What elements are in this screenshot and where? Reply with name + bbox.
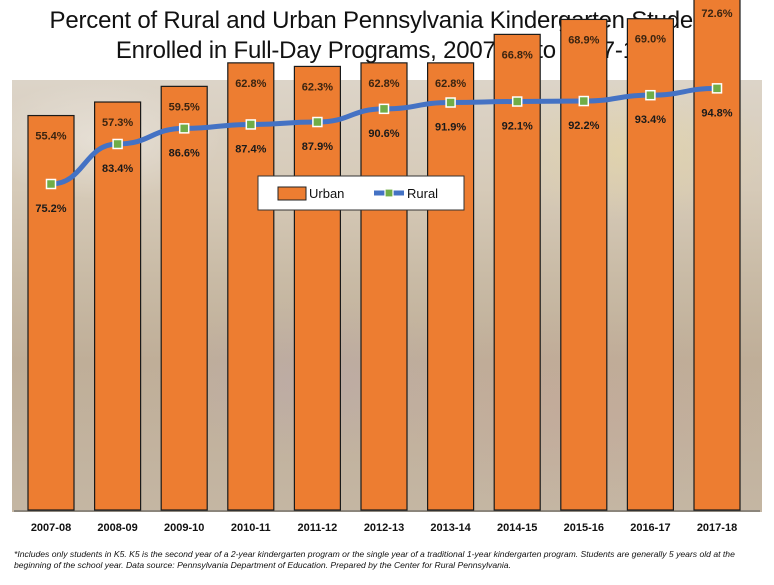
urban-bar-label: 62.3% (302, 81, 333, 93)
x-tick-label: 2012-13 (364, 522, 404, 534)
legend-rural-label: Rural (407, 186, 438, 201)
urban-bar (427, 62, 475, 511)
urban-bar (160, 85, 208, 511)
urban-bar (293, 65, 341, 511)
chart-title-line-1: Percent of Rural and Urban Pennsylvania … (49, 7, 725, 34)
legend-urban-swatch (277, 186, 307, 201)
rural-point-marker (45, 178, 57, 190)
urban-bar-label: 66.8% (502, 49, 533, 61)
rural-point-label: 86.6% (169, 147, 200, 159)
rural-point-label: 92.1% (502, 121, 533, 133)
urban-bar-label: 57.3% (102, 117, 133, 129)
rural-point-label: 87.4% (235, 143, 266, 155)
rural-point-marker (578, 95, 590, 107)
rural-point-marker (378, 103, 390, 115)
urban-bar-label: 62.8% (235, 78, 266, 90)
x-tick-label: 2008-09 (97, 522, 137, 534)
rural-point-marker (645, 89, 656, 101)
urban-bar-label: 72.6% (701, 8, 732, 20)
legend-urban-label: Urban (309, 186, 344, 201)
urban-bar-label: 69.0% (635, 34, 666, 46)
rural-point-marker (178, 123, 190, 134)
rural-point-label: 90.6% (368, 128, 399, 140)
rural-point-marker (445, 97, 456, 108)
x-tick-label: 2017-18 (697, 522, 737, 534)
chart-svg: 55.4% 2007-08 57.3% 2008-09 59.5% 2009-10 62.8… (14, 0, 760, 534)
urban-bar (93, 101, 142, 511)
legend-rural-marker (384, 188, 394, 198)
x-tick-label: 2016-17 (630, 522, 670, 534)
urban-bar-label: 59.5% (169, 101, 200, 113)
urban-bar (227, 62, 275, 511)
rural-point-label: 91.9% (435, 122, 466, 134)
urban-bar (493, 33, 541, 511)
urban-bar-label: 62.8% (368, 78, 399, 90)
footnote: *Includes only students in K5. K5 is the… (14, 549, 735, 570)
rural-point-label: 93.4% (635, 114, 666, 126)
urban-bar (693, 0, 741, 511)
rural-point-label: 83.4% (102, 163, 133, 175)
urban-bar-label: 68.9% (568, 34, 599, 46)
urban-bar-label: 62.8% (435, 78, 466, 90)
rural-point-label: 94.8% (701, 107, 732, 119)
urban-bar (360, 62, 408, 511)
urban-bar-label: 55.4% (35, 131, 66, 143)
x-tick-label: 2007-08 (31, 522, 71, 534)
urban-bar (626, 18, 675, 511)
rural-point-marker (312, 116, 323, 128)
rural-point-label: 92.2% (568, 120, 599, 132)
x-tick-label: 2011-12 (298, 522, 338, 534)
x-tick-label: 2013-14 (430, 522, 471, 534)
x-tick-label: 2010-11 (231, 522, 271, 534)
rural-point-marker (511, 96, 523, 107)
x-tick-label: 2015-16 (564, 522, 604, 534)
x-tick-label: 2014-15 (497, 522, 537, 534)
rural-point-label: 87.9% (302, 141, 333, 153)
rural-point-marker (112, 138, 123, 150)
rural-point-label: 75.2% (35, 203, 66, 215)
rural-point-marker (711, 83, 723, 94)
rural-point-marker (245, 119, 257, 130)
urban-bar (27, 114, 75, 511)
urban-bar (560, 18, 608, 511)
x-tick-label: 2009-10 (164, 522, 204, 534)
